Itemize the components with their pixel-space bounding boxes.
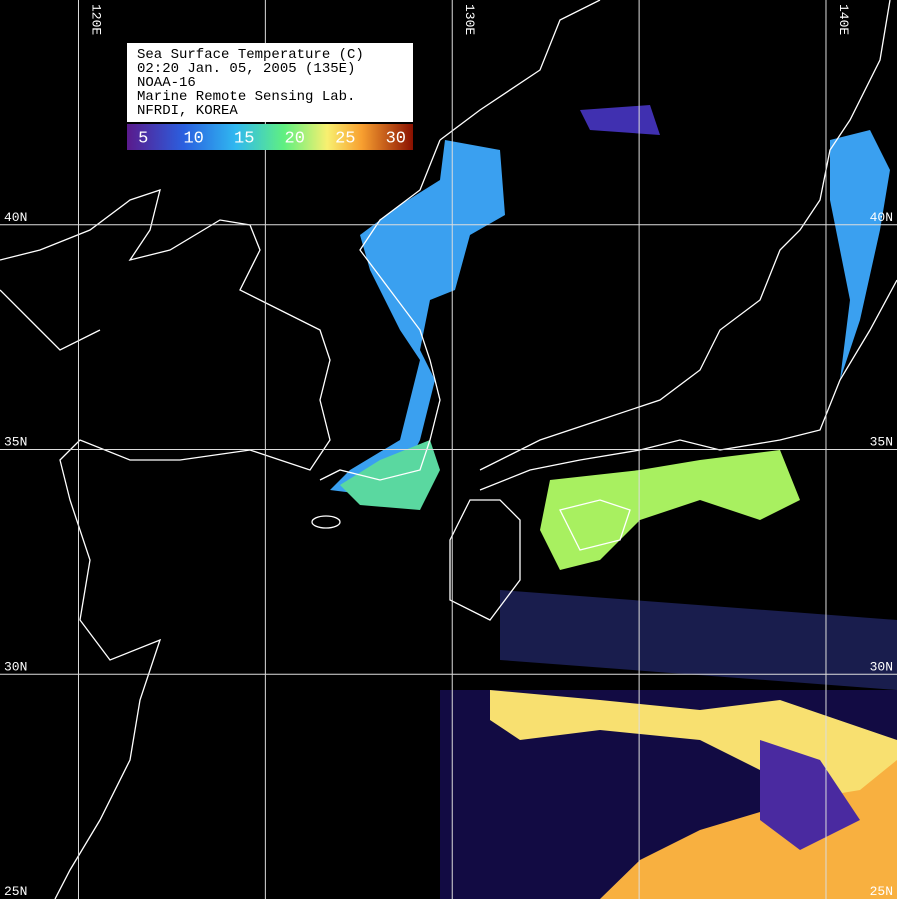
lon-label: 140E (836, 4, 851, 35)
lat-label: 30N (4, 659, 27, 674)
lat-label: 35N (870, 435, 893, 450)
coastline (0, 289, 101, 351)
lat-label: 40N (870, 210, 893, 225)
lon-label: 130E (462, 4, 477, 35)
legend-box (127, 43, 413, 122)
colorbar-tick-label: 25 (335, 129, 355, 148)
lon-label: 120E (88, 4, 103, 35)
coastline (319, 139, 441, 481)
header-line: Sea Surface Temperature (C) (137, 47, 364, 63)
island (311, 515, 341, 529)
sst-patch (340, 440, 440, 510)
colorbar-tick-label: 10 (183, 129, 203, 148)
colorbar-ticks: 5 10 15 20 25 30 (138, 129, 406, 148)
sst-patch (540, 450, 800, 570)
coastline (559, 499, 631, 551)
colorbar (127, 124, 413, 150)
colorbar-tick-label: 30 (386, 129, 406, 148)
coastline (449, 499, 521, 621)
lat-label: 35N (4, 435, 27, 450)
sst-patch (580, 105, 660, 135)
colorbar-tick-label: 20 (285, 129, 305, 148)
lat-label: 40N (4, 210, 27, 225)
header-line: NFRDI, KOREA (137, 103, 238, 119)
sst-patch (760, 740, 860, 850)
lat-label: 30N (870, 659, 893, 674)
sst-patch (830, 130, 890, 380)
lat-label: 25N (870, 884, 893, 899)
lat-label: 25N (4, 884, 27, 899)
colorbar-tick-label: 5 (138, 129, 148, 148)
coastline (479, 0, 891, 471)
header-line: Marine Remote Sensing Lab. (137, 89, 355, 105)
sst-patch (500, 590, 897, 690)
colorbar-tick-label: 15 (234, 129, 254, 148)
header-line: NOAA-16 (137, 75, 196, 91)
coastline (0, 189, 331, 899)
header-line: 02:20 Jan. 05, 2005 (135E) (137, 61, 355, 77)
sst-patch (490, 690, 897, 830)
coastline (439, 0, 601, 141)
sst-patch (600, 760, 897, 899)
